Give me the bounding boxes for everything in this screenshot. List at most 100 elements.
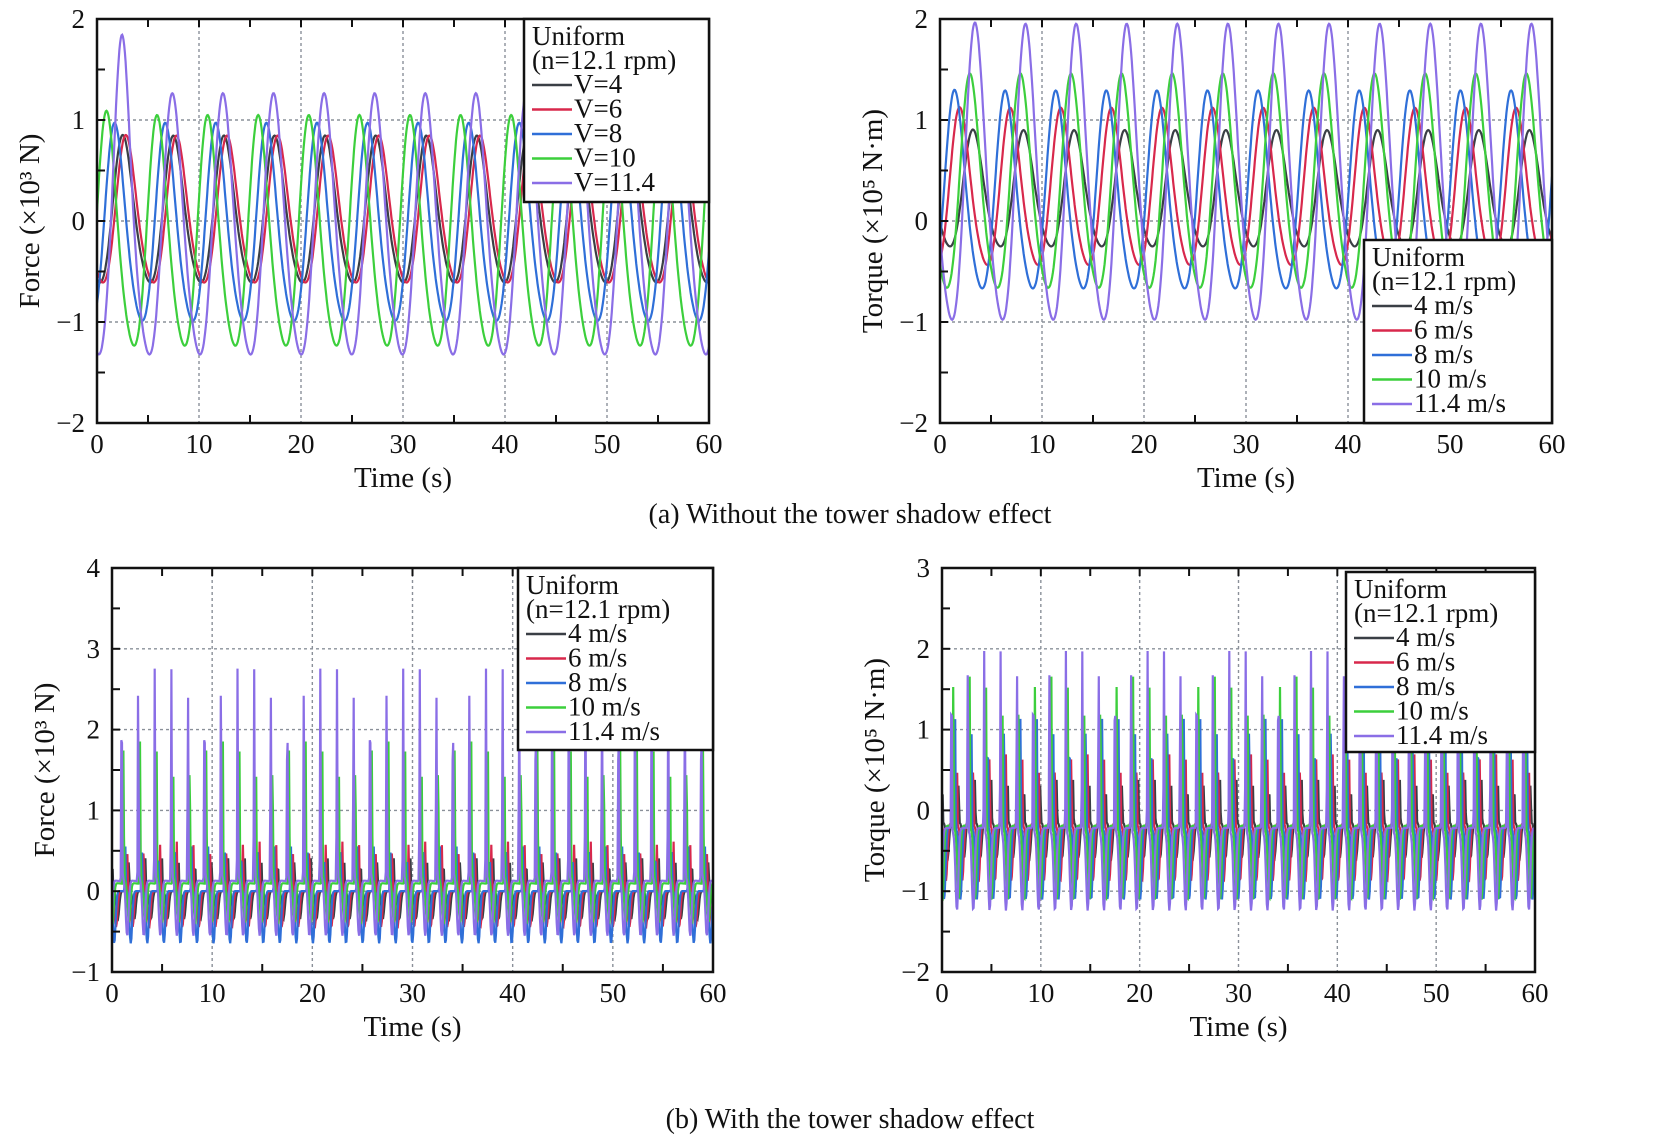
legend-label: 8 m/s: [1396, 671, 1455, 701]
series-line-11-4-m-s: [942, 650, 1535, 912]
series-line-v-11-4: [97, 32, 709, 356]
legend-label: 6 m/s: [1414, 315, 1473, 345]
legend-subtitle: (n=12.1 rpm): [526, 594, 670, 624]
legend-title: Uniform: [1372, 242, 1465, 272]
x-tick-label: 60: [696, 429, 723, 459]
legend-label: 4 m/s: [1414, 290, 1473, 320]
x-tick-label: 60: [700, 978, 727, 1008]
legend: Uniform(n=12.1 rpm)V=4V=6V=8V=10V=11.4: [522, 17, 711, 204]
x-axis-title: Time (s): [354, 462, 452, 494]
series-group: [942, 650, 1535, 912]
legend-label: 10 m/s: [1414, 364, 1487, 394]
y-tick-label: −2: [56, 408, 85, 438]
x-tick-label: 20: [1126, 978, 1153, 1008]
y-tick-label: 2: [87, 715, 101, 745]
panel-a-torque: 0 10 20 30 40 50 60 −2 −1 0 1 2 Time (s) Torque (×10⁵…: [857, 4, 1566, 494]
y-tick-label: 0: [87, 876, 101, 906]
legend-label: 4 m/s: [568, 618, 627, 648]
series-line-6-m-s: [940, 105, 1552, 267]
y-tick-label: −2: [899, 408, 928, 438]
y-tick-label: 0: [917, 795, 931, 825]
y-tick-label: 1: [87, 795, 101, 825]
legend: Uniform(n=12.1 rpm)4 m/s6 m/s8 m/s10 m/s…: [1344, 570, 1537, 754]
legend-label: 4 m/s: [1396, 622, 1455, 652]
x-tick-label: 40: [492, 429, 519, 459]
x-tick-label: 50: [1437, 429, 1464, 459]
y-axis-title: Torque (×10⁵ N·m): [859, 658, 891, 882]
legend-label: 11.4 m/s: [1414, 388, 1506, 418]
x-tick-label: 40: [1335, 429, 1362, 459]
y-tick-label: 0: [72, 206, 86, 236]
legend-title: Uniform: [532, 21, 625, 51]
legend-label: 8 m/s: [568, 667, 627, 697]
x-tick-label: 0: [935, 978, 949, 1008]
x-tick-label: 30: [1233, 429, 1260, 459]
x-tick-label: 30: [399, 978, 426, 1008]
y-tick-label: 0: [915, 206, 929, 236]
legend-label: 10 m/s: [1396, 696, 1469, 726]
legend-label: 8 m/s: [1414, 339, 1473, 369]
y-axis-title: Torque (×10⁵ N·m): [857, 109, 889, 333]
x-tick-label: 10: [199, 978, 226, 1008]
panel-b-torque: 0 10 20 30 40 50 60 −2 −1 0 1 2 3 Time (s) Torque (×10…: [859, 553, 1549, 1043]
legend-label: 11.4 m/s: [1396, 720, 1488, 750]
x-tick-label: 0: [105, 978, 119, 1008]
x-tick-label: 50: [1423, 978, 1450, 1008]
x-axis-title: Time (s): [1197, 462, 1295, 494]
legend-label: V=6: [574, 94, 622, 124]
x-tick-label: 60: [1539, 429, 1566, 459]
y-axis-title: Force (×10³ N): [29, 683, 61, 858]
series-line-11-4-m-s: [112, 668, 713, 936]
legend-label: V=4: [574, 69, 623, 99]
y-tick-label: 2: [915, 4, 929, 34]
x-tick-label: 30: [390, 429, 417, 459]
x-tick-label: 10: [186, 429, 213, 459]
y-tick-label: 2: [917, 634, 931, 664]
y-tick-label: 3: [87, 634, 101, 664]
legend-subtitle: (n=12.1 rpm): [532, 45, 676, 75]
legend-label: 10 m/s: [568, 692, 641, 722]
y-tick-label: −1: [71, 957, 100, 987]
legend-label: V=10: [574, 143, 636, 173]
x-tick-label: 40: [1324, 978, 1351, 1008]
legend-label: 11.4 m/s: [568, 716, 660, 746]
x-tick-label: 50: [599, 978, 626, 1008]
y-tick-label: 1: [917, 715, 931, 745]
x-tick-label: 20: [1131, 429, 1158, 459]
series-line-8-m-s: [112, 846, 713, 944]
x-axis-title: Time (s): [363, 1011, 461, 1043]
caption-a: (a) Without the tower shadow effect: [649, 499, 1052, 530]
y-tick-label: 1: [72, 105, 86, 135]
x-tick-label: 40: [499, 978, 526, 1008]
legend-label: 6 m/s: [568, 643, 627, 673]
legend-label: V=11.4: [574, 167, 655, 197]
x-tick-label: 10: [1029, 429, 1056, 459]
legend-title: Uniform: [526, 570, 619, 600]
x-tick-label: 30: [1225, 978, 1252, 1008]
panel-a-force: 0 10 20 30 40 50 60 −2 −1 0 1 2 Time (s) Force (×10³ …: [14, 4, 723, 494]
x-tick-label: 20: [288, 429, 315, 459]
series-group: [112, 668, 713, 944]
series-line-10-m-s: [112, 741, 713, 925]
x-tick-label: 60: [1522, 978, 1549, 1008]
x-axis-title: Time (s): [1189, 1011, 1287, 1043]
x-tick-label: 0: [90, 429, 104, 459]
legend: Uniform(n=12.1 rpm)4 m/s6 m/s8 m/s10 m/s…: [1362, 238, 1554, 425]
y-tick-label: 2: [72, 4, 86, 34]
y-tick-label: 1: [915, 105, 929, 135]
x-tick-label: 0: [933, 429, 947, 459]
y-tick-label: 4: [87, 553, 101, 583]
caption-b: (b) With the tower shadow effect: [666, 1104, 1035, 1135]
legend-title: Uniform: [1354, 574, 1447, 604]
series-line-v-8: [97, 121, 709, 323]
legend-subtitle: (n=12.1 rpm): [1354, 598, 1498, 628]
y-tick-label: −1: [901, 876, 930, 906]
y-tick-label: −1: [899, 307, 928, 337]
legend-label: V=8: [574, 118, 622, 148]
legend-label: 6 m/s: [1396, 647, 1455, 677]
legend: Uniform(n=12.1 rpm)4 m/s6 m/s8 m/s10 m/s…: [516, 566, 715, 752]
y-tick-label: −1: [56, 307, 85, 337]
x-tick-label: 50: [594, 429, 621, 459]
